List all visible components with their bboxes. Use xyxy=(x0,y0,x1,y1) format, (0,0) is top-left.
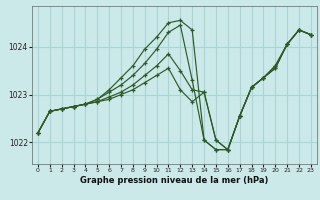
X-axis label: Graphe pression niveau de la mer (hPa): Graphe pression niveau de la mer (hPa) xyxy=(80,176,268,185)
